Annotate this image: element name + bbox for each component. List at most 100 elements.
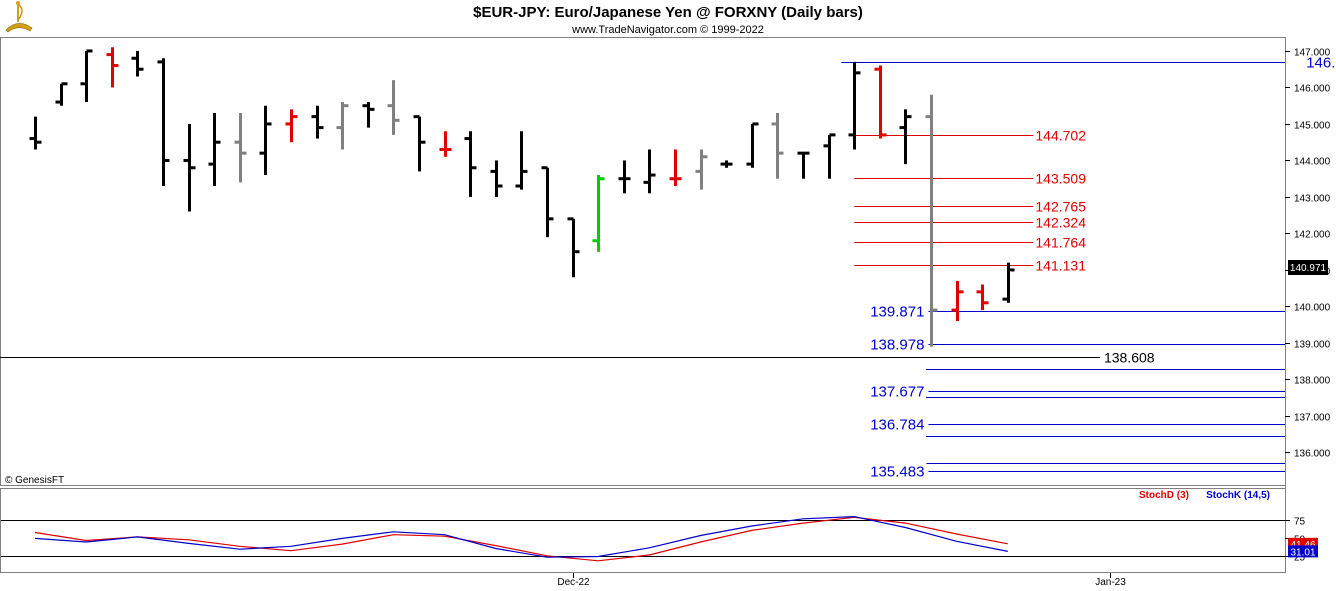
level-label-bg-1 xyxy=(1033,126,1097,144)
watermark: © GenesisFT xyxy=(5,475,64,486)
ohlc-bar-29 xyxy=(771,113,784,179)
ohlc-bar-26 xyxy=(695,149,708,190)
price-axis: 147.000 146.000 145.000 144.000 143.000 142.0… xyxy=(1285,48,1331,460)
ohlc-bar-30 xyxy=(797,151,810,179)
ohlc-bar-34 xyxy=(899,109,912,165)
time-tick-label-1: Jan-23 xyxy=(1095,577,1126,588)
stoch-last-value-1: 31.01 xyxy=(1290,547,1315,558)
level-label-13: 136.784 xyxy=(870,417,924,434)
time-tick-label-0: Dec-22 xyxy=(557,577,590,588)
price-tick-label-8: 139.000 xyxy=(1294,340,1331,351)
level-label-3: 142.765 xyxy=(1035,199,1086,215)
stoch-last-value-0: 41.46 xyxy=(1290,540,1315,551)
time-axis-band xyxy=(0,573,1336,591)
ohlc-bar-14 xyxy=(387,80,400,135)
ohlc-bar-0 xyxy=(29,116,42,150)
level-label-4: 142.324 xyxy=(1035,215,1086,231)
ohlc-bar-23 xyxy=(618,160,631,194)
level-label-bg-0 xyxy=(1304,53,1336,71)
level-label-bg-16 xyxy=(862,462,927,480)
ohlc-bar-1 xyxy=(55,82,68,106)
ohlc-bar-13 xyxy=(362,102,375,128)
stoch-tick-label-2: 25 xyxy=(1294,553,1306,564)
level-label-1: 144.702 xyxy=(1035,128,1086,144)
ohlc-bar-19 xyxy=(515,131,528,190)
bars-layer xyxy=(29,47,1015,347)
stoch-last-badge-1 xyxy=(1288,545,1318,558)
stoch-tick-label-0: 75 xyxy=(1294,517,1306,528)
level-label-bg-3 xyxy=(1033,197,1097,215)
ohlc-bar-28 xyxy=(746,122,759,168)
last-price-badge xyxy=(1288,260,1328,275)
level-label-2: 143.509 xyxy=(1035,171,1086,187)
level-label-bg-9 xyxy=(1101,348,1166,366)
level-label-6: 141.131 xyxy=(1035,258,1086,274)
ohlc-bar-9 xyxy=(259,105,272,176)
level-label-11: 137.677 xyxy=(870,384,924,401)
ohlc-bar-8 xyxy=(234,113,247,183)
legend-stoch-k: StochK (14,5) xyxy=(1206,490,1270,501)
level-label-bg-4 xyxy=(1033,213,1097,231)
ohlc-bar-10 xyxy=(285,109,298,143)
level-label-bg-11 xyxy=(862,382,927,400)
level-label-0: 146.686 xyxy=(1306,55,1336,72)
time-axis: Dec-22 Jan-23 xyxy=(557,573,1126,588)
price-tick-label-7: 140.000 xyxy=(1294,303,1331,314)
ohlc-bar-11 xyxy=(311,105,324,139)
ohlc-bar-5 xyxy=(157,58,170,186)
price-tick-label-3: 144.000 xyxy=(1294,157,1331,168)
ohlc-bar-17 xyxy=(464,131,477,197)
price-tick-label-5: 142.000 xyxy=(1294,230,1331,241)
ohlc-bar-32 xyxy=(848,61,861,150)
price-tick-label-2: 145.000 xyxy=(1294,121,1331,132)
level-label-7: 139.871 xyxy=(870,304,924,321)
stochastic-panel xyxy=(0,488,1286,573)
level-label-bg-7 xyxy=(862,302,927,320)
ohlc-bar-2 xyxy=(80,49,93,103)
ohlc-bar-36 xyxy=(951,280,964,322)
gold-fishing-logo-icon xyxy=(5,1,33,33)
ohlc-bar-25 xyxy=(669,149,682,186)
ohlc-bar-24 xyxy=(643,149,656,194)
ohlc-bar-18 xyxy=(490,160,503,197)
price-tick-label-4: 143.000 xyxy=(1294,194,1331,205)
level-label-bg-6 xyxy=(1033,256,1097,274)
ohlc-bar-31 xyxy=(823,133,836,179)
ohlc-bar-22 xyxy=(592,175,605,252)
ohlc-bar-15 xyxy=(413,115,426,172)
ohlc-bar-21 xyxy=(567,217,580,278)
level-label-16: 135.483 xyxy=(870,464,924,481)
ohlc-bar-37 xyxy=(976,284,989,311)
level-label-5: 141.764 xyxy=(1035,235,1086,251)
level-label-8: 138.978 xyxy=(870,337,924,354)
price-tick-label-1: 146.000 xyxy=(1294,84,1331,95)
price-tick-label-9: 138.000 xyxy=(1294,376,1331,387)
level-label-bg-2 xyxy=(1033,169,1097,187)
level-label-9: 138.608 xyxy=(1104,350,1155,366)
level-label-bg-8 xyxy=(862,335,927,353)
level-label-bg-5 xyxy=(1033,233,1097,251)
stoch-series-0 xyxy=(34,516,1008,562)
price-tick-label-0: 147.000 xyxy=(1294,48,1331,59)
last-price-label: 140.971 xyxy=(1290,263,1327,274)
logo xyxy=(5,1,33,33)
ohlc-bar-12 xyxy=(336,102,349,150)
ohlc-bar-20 xyxy=(541,166,554,238)
ohlc-bar-16 xyxy=(439,131,452,157)
ohlc-bar-35 xyxy=(925,94,938,347)
stoch-series-1 xyxy=(34,515,1008,558)
ohlc-bar-33 xyxy=(874,65,887,139)
legend-stoch-d: StochD (3) xyxy=(1139,490,1189,501)
ohlc-bar-3 xyxy=(106,47,119,88)
ohlc-bar-7 xyxy=(208,113,221,186)
ohlc-bar-27 xyxy=(720,160,733,168)
price-tick-label-10: 137.000 xyxy=(1294,413,1331,424)
ohlc-bar-4 xyxy=(131,50,144,77)
price-tick-label-11: 136.000 xyxy=(1294,449,1331,460)
chart-title: $EUR-JPY: Euro/Japanese Yen @ FORXNY (Da… xyxy=(473,4,863,21)
ohlc-bar-6 xyxy=(183,123,196,212)
